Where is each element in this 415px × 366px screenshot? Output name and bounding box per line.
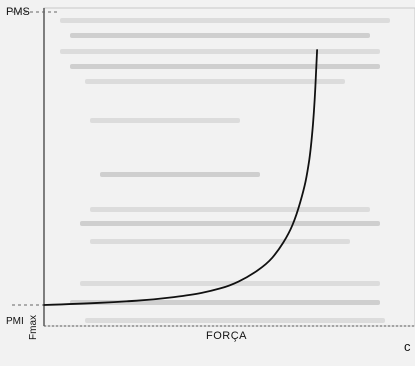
- series-line: [43, 49, 318, 306]
- y-tick-label-pmi: PMI: [6, 316, 24, 327]
- x-tick-label-fmax: Fmax: [28, 315, 39, 340]
- corner-text: c: [404, 339, 411, 354]
- plot-frame: [43, 7, 415, 327]
- y-tick-label-pms: PMS: [6, 6, 30, 18]
- x-axis-label: FORÇA: [206, 330, 247, 342]
